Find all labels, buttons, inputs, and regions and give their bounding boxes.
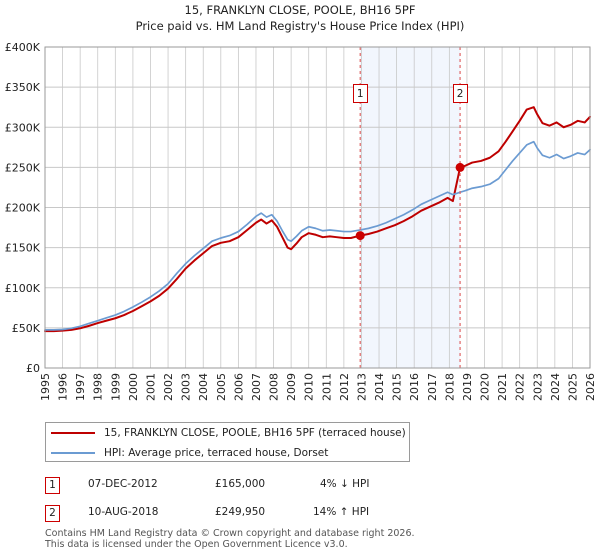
legend-label-price-paid: 15, FRANKLYN CLOSE, POOLE, BH16 5PF (ter… xyxy=(104,427,406,439)
transaction-row-1[interactable]: 1 xyxy=(45,474,60,496)
x-axis-tick-label: 2008 xyxy=(268,373,281,401)
x-axis-tick-label: 2013 xyxy=(355,373,368,401)
y-axis-tick-label: £300K xyxy=(5,121,41,134)
transaction-index-2: 2 xyxy=(45,504,60,522)
y-axis-tick-label: £400K xyxy=(5,41,41,54)
x-axis-tick-label: 2009 xyxy=(285,373,298,401)
y-axis-tick-label: £250K xyxy=(5,161,41,174)
x-axis-tick-label: 2016 xyxy=(408,373,421,401)
x-axis-tick-label: 2011 xyxy=(320,373,333,401)
chart-title-line-1: 15, FRANKLYN CLOSE, POOLE, BH16 5PF xyxy=(184,3,416,17)
x-axis-tick-label: 2021 xyxy=(496,373,509,401)
chart-title-block: 15, FRANKLYN CLOSE, POOLE, BH16 5PF Pric… xyxy=(0,2,600,34)
x-axis-tick-label: 1999 xyxy=(109,373,122,401)
y-axis-tick-label: £100K xyxy=(5,282,41,295)
x-axis-tick-label: 2023 xyxy=(531,373,544,401)
chart-title-line-2: Price paid vs. HM Land Registry's House … xyxy=(135,19,465,33)
annotated-point-1 xyxy=(355,231,365,241)
transaction-hpi-delta-1: 4% ↓ HPI xyxy=(320,478,370,490)
x-axis-tick-label: 2005 xyxy=(215,373,228,401)
x-axis-tick-label: 2025 xyxy=(566,373,579,401)
legend-swatch-price-paid xyxy=(51,432,95,434)
series-line-price-paid xyxy=(44,106,591,333)
series-line-hpi xyxy=(44,140,591,331)
x-axis-tick-label: 2006 xyxy=(232,373,245,401)
x-axis-tick-label: 1995 xyxy=(39,373,52,401)
transaction-row-2[interactable]: 2 xyxy=(45,502,60,524)
footer-line-1: Contains HM Land Registry data © Crown c… xyxy=(45,528,415,539)
x-axis-tick-label: 2001 xyxy=(144,373,157,401)
x-axis-tick-label: 2004 xyxy=(197,373,210,401)
x-axis-tick-label: 1998 xyxy=(92,373,105,401)
transaction-price-2: £249,950 xyxy=(215,506,266,518)
x-axis-tick-label: 2018 xyxy=(443,373,456,401)
legend-item-price-paid: 15, FRANKLYN CLOSE, POOLE, BH16 5PF (ter… xyxy=(46,423,409,443)
x-axis-tick-label: 2007 xyxy=(250,373,263,401)
y-axis-tick-label: £200K xyxy=(5,202,41,215)
x-axis-tick-label: 1997 xyxy=(74,373,87,401)
x-axis-tick-label: 2015 xyxy=(391,373,404,401)
x-axis-tick-label: 2020 xyxy=(479,373,492,401)
transaction-date-2: 10-AUG-2018 xyxy=(88,506,159,518)
x-axis-tick-label: 2017 xyxy=(426,373,439,401)
y-axis-tick-label: £150K xyxy=(5,242,41,255)
chart-plot-area: £0 £50K £100K £150K £200K £250K £300K £350K £400… xyxy=(5,41,597,401)
x-axis-tick-label: 2000 xyxy=(127,373,140,401)
footer-line-2: This data is licensed under the Open Gov… xyxy=(45,539,348,550)
event-marker-badge-1[interactable]: 1 xyxy=(352,84,368,103)
chart-legend: 15, FRANKLYN CLOSE, POOLE, BH16 5PF (ter… xyxy=(45,422,410,462)
transaction-date-1: 07-DEC-2012 xyxy=(88,478,158,490)
transaction-index-1: 1 xyxy=(45,476,60,494)
x-axis-tick-label: 2024 xyxy=(549,373,562,401)
x-axis-tick-label: 2002 xyxy=(162,373,175,401)
x-axis-tick-label: 1996 xyxy=(57,373,70,401)
y-axis-tick-label: £350K xyxy=(5,81,41,94)
x-axis-tick-label: 2003 xyxy=(180,373,193,401)
x-axis-tick-label: 2010 xyxy=(303,373,316,401)
legend-label-hpi: HPI: Average price, terraced house, Dors… xyxy=(104,447,329,459)
y-axis-tick-label: £50K xyxy=(12,322,41,335)
transaction-hpi-delta-2: 14% ↑ HPI xyxy=(313,506,370,518)
legend-item-hpi: HPI: Average price, terraced house, Dors… xyxy=(46,443,409,463)
transaction-price-1: £165,000 xyxy=(215,478,266,490)
x-axis-tick-label: 2019 xyxy=(461,373,474,401)
chart-footer: Contains HM Land Registry data © Crown c… xyxy=(45,528,415,550)
x-axis-tick-label: 2022 xyxy=(514,373,527,401)
y-axis-tick-label: £0 xyxy=(26,362,40,375)
x-axis-tick-label: 2026 xyxy=(584,373,597,401)
annotated-point-2 xyxy=(455,162,465,172)
x-axis-tick-label: 2012 xyxy=(338,373,351,401)
legend-swatch-hpi xyxy=(51,452,95,454)
x-axis-tick-label: 2014 xyxy=(373,373,386,401)
event-marker-badge-2[interactable]: 2 xyxy=(452,84,468,103)
plot-frame xyxy=(44,46,591,369)
